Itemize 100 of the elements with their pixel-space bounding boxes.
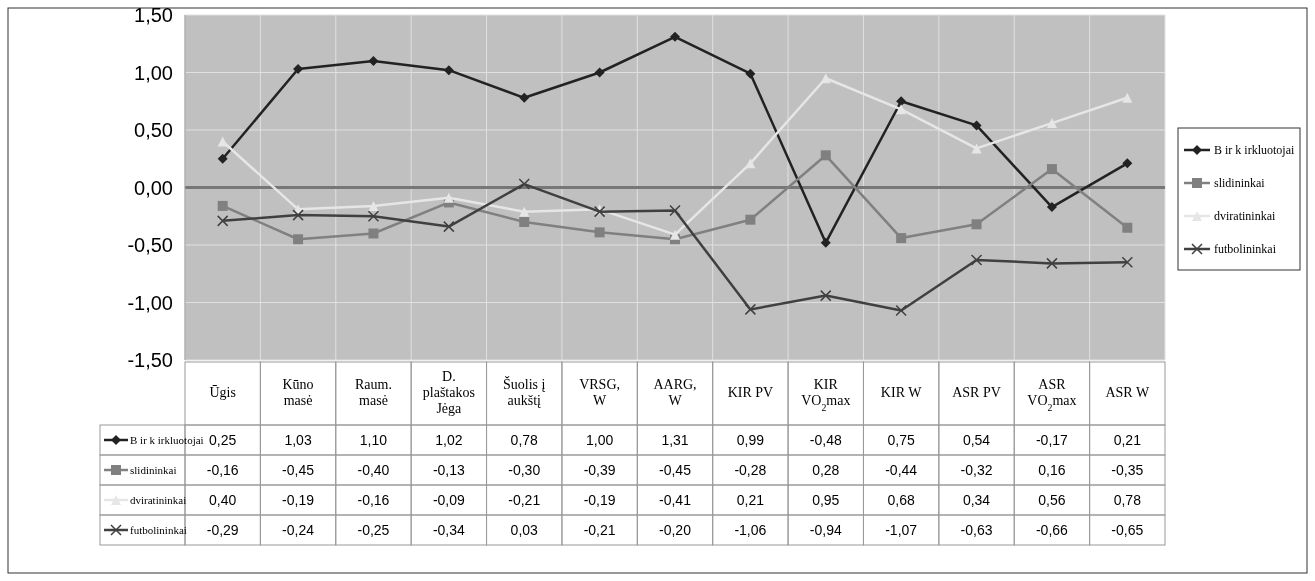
data-label: -1,06 [734,521,767,538]
data-label: -0,45 [659,461,692,478]
data-label: -0,28 [734,461,767,478]
data-label: 0,28 [812,461,840,478]
y-tick-label: 1,50 [134,4,173,26]
data-label: 0,34 [962,491,991,508]
data-label: 0,21 [1113,431,1142,448]
x-tick-label: KIR W [880,385,923,401]
y-tick-label: 0,50 [134,119,173,141]
data-label: 0,68 [887,491,915,508]
data-label: 1,10 [359,431,388,448]
text: B ir k irkluotojai [130,433,204,446]
data-label: -0,21 [508,491,541,508]
point [896,96,907,107]
x-tick-label: ASR W [1105,385,1150,401]
point [594,227,605,238]
point [368,228,379,239]
data-label: -0,66 [1035,521,1069,538]
data-label: -0,24 [282,521,315,538]
data-label: 0,40 [209,491,237,508]
point [1122,158,1133,169]
data-label: -0,13 [432,461,466,478]
point [368,56,379,66]
legend-label: slidininkai [1214,176,1266,191]
point [1122,222,1133,233]
data-label: 0,03 [510,521,539,538]
point [217,200,228,211]
point [670,31,680,42]
data-label: 0,25 [209,431,237,448]
data-label: -0,44 [885,461,918,478]
point [1121,256,1134,268]
data-label: -0,34 [432,521,466,538]
data-label: -0,41 [659,491,692,508]
data-label: -0,16 [357,491,390,508]
data-label: -0,32 [960,461,993,478]
data-label: -0,17 [1035,431,1069,448]
data-label: -0,19 [282,491,315,508]
y-tick-label: -0,50 [127,234,173,256]
point [216,215,229,227]
data-label: 1,00 [585,431,614,448]
point [519,92,530,103]
point [1046,118,1057,129]
point [293,64,304,75]
text: futbolininkai [130,523,187,536]
x-tick-label: VRSG, W [579,377,621,409]
point [971,219,982,230]
point [1046,202,1057,213]
point [367,210,380,222]
data-label: -0,16 [206,461,239,478]
x-tick-label: Kūno masė [282,377,314,409]
point [895,304,907,317]
data-label: -1,07 [885,521,918,538]
x-tick-label: Ūgis [209,385,236,401]
data-label: -0,94 [809,521,842,538]
point [368,200,379,211]
x-tick-label: Raum. masė [354,377,392,409]
x-tick-label: D. plaštakos Jėga [422,369,475,417]
data-label: 0,16 [1038,461,1066,478]
data-label: 0,21 [736,491,765,508]
x-tick-label: KIR PV [727,385,774,401]
data-label: -0,35 [1111,461,1144,478]
point [1046,164,1057,175]
point [670,229,680,240]
point [518,178,530,190]
data-label: 1,02 [435,431,463,448]
point [293,234,304,245]
point [820,289,832,302]
data-label: 0,78 [1113,491,1142,508]
point [443,220,455,233]
data-label: -0,40 [357,461,390,478]
y-tick-label: -1,00 [127,291,173,314]
data-label: -0,09 [432,491,466,508]
data-label: 0,99 [736,431,765,448]
text: slidininkai [130,463,177,476]
point [443,192,454,203]
point [970,254,983,266]
point [896,233,907,244]
data-label: -0,20 [659,521,692,538]
x-tick-label: KIR VO$_{2}$max [801,377,851,413]
legend-label: dviratininkai [1214,209,1276,224]
data-label: -0,19 [583,491,616,508]
data-label: -0,39 [583,461,616,478]
y-tick-label: 0,00 [134,176,173,199]
data-label: -0,25 [357,521,390,538]
point [217,153,228,164]
x-tick-label: Šuolis į aukštį [503,376,546,409]
data-label: 1,31 [661,431,689,448]
data-label: 0,54 [962,431,991,448]
x-tick-label: AARG, W [653,377,697,409]
data-label: -0,48 [809,431,842,448]
data-label: -0,63 [960,521,993,538]
point [519,217,530,227]
point [594,67,605,78]
x-tick-label: ASR PV [952,385,1001,401]
point [971,120,982,131]
data-label: -0,21 [583,521,616,538]
point [896,104,907,115]
y-tick-label: -1,50 [127,349,173,371]
data-label: 0,78 [510,431,539,448]
point [820,237,831,248]
